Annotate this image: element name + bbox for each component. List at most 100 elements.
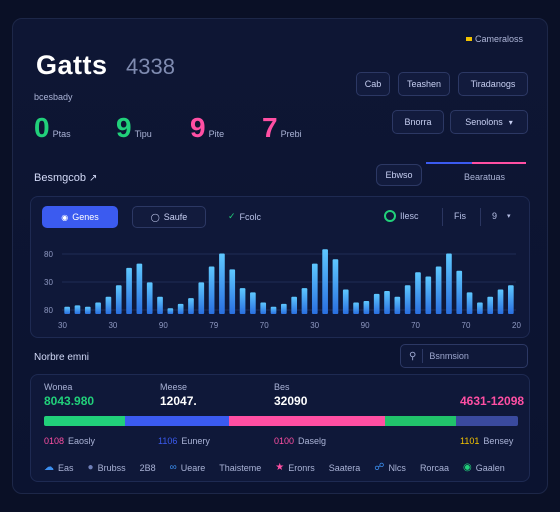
ebwso-pill[interactable]: Ebwso [376, 164, 422, 186]
loop-icon: ∞ [169, 462, 177, 473]
gauge-sub-4-text: Bensey [483, 436, 514, 446]
chart-bar[interactable] [250, 292, 256, 314]
chart-bar[interactable] [84, 306, 91, 314]
check-icon: ✓ [228, 211, 236, 221]
chart-bar[interactable] [157, 296, 163, 314]
chart-bar[interactable] [270, 306, 277, 314]
legend-fis[interactable]: Fis [454, 211, 466, 221]
chart-bar[interactable] [311, 263, 318, 314]
legend-fis-label: Fis [454, 211, 466, 221]
title-number: 4338 [126, 54, 175, 79]
x-tick-label: 30 [58, 321, 67, 330]
footer-item-1[interactable]: ☁ Eas [44, 462, 74, 473]
tab-saufe[interactable]: ◯ Saufe [132, 206, 206, 228]
chevron-down-icon: ▾ [508, 117, 513, 127]
chart-bar[interactable] [497, 289, 504, 314]
chart-bar[interactable] [415, 272, 421, 314]
chart-bar[interactable] [384, 290, 390, 314]
tiradanogs-button[interactable]: Tiradanogs [458, 72, 528, 96]
top-badge[interactable]: Cameraloss [466, 34, 523, 44]
stat-2: 9 Tipu [116, 112, 152, 144]
progress-segment [385, 416, 457, 426]
footer-item-6[interactable]: ★ Eronrs [275, 462, 314, 473]
chart-bar[interactable] [95, 302, 101, 314]
chart-bar[interactable] [115, 285, 122, 314]
gauge-sub-2-value: 1106 [158, 436, 178, 446]
chart-bar[interactable] [404, 285, 411, 314]
bnorra-button[interactable]: Bnorra [392, 110, 444, 134]
chart-bar[interactable] [105, 296, 112, 314]
chart-bar[interactable] [425, 276, 432, 314]
chart-bar[interactable] [126, 267, 132, 314]
user-icon: ● [87, 462, 94, 473]
tab-genes[interactable]: ◉ Genes [42, 206, 118, 228]
x-tick-label: 70 [260, 321, 269, 330]
footer-item-2[interactable]: ● Brubss [88, 462, 126, 473]
gauge-sub-3: 0100 Daselg [274, 436, 326, 446]
chart-bar[interactable] [342, 289, 349, 314]
chart-bar[interactable] [229, 269, 236, 314]
gauge-top-label-3: Bes [274, 382, 290, 392]
chart-bar[interactable] [322, 249, 328, 314]
chart-bar[interactable] [363, 301, 370, 314]
chart-bar[interactable] [332, 259, 339, 314]
footer-item-2-label: Brubss [97, 462, 126, 473]
chart-bar[interactable] [167, 308, 174, 314]
chart-bar[interactable] [188, 298, 194, 314]
footer-item-8[interactable]: ☍ Nlcs [374, 462, 406, 473]
divider-2 [480, 208, 481, 226]
gauge-value-4: 4631-12098 [460, 394, 525, 408]
chart-bar[interactable] [466, 292, 473, 314]
chart-bar[interactable] [373, 293, 380, 314]
gauge-sub-1-value: 0108 [44, 436, 65, 446]
footer-item-9-label: Rorcaa [419, 462, 449, 473]
divider [442, 208, 443, 226]
chart-bar[interactable] [219, 253, 225, 314]
footer-item-10-label: Gaalen [475, 462, 505, 473]
chart-bar[interactable] [456, 270, 463, 314]
legend-ilesc[interactable]: Ilesc [384, 210, 419, 222]
chart-bar[interactable] [177, 303, 184, 314]
stacked-progress-bar [44, 416, 518, 426]
y-tick-label: 30 [44, 278, 53, 287]
chart-bar[interactable] [477, 302, 483, 314]
legend-9[interactable]: 9 ▾ [492, 211, 511, 221]
chart-bar[interactable] [198, 282, 205, 314]
search-field[interactable]: ⚲ Bsnmsion [400, 344, 528, 368]
chart-bar[interactable] [301, 288, 308, 314]
chart-bar[interactable] [239, 288, 246, 314]
chart-bar[interactable] [260, 302, 267, 314]
tab-genes-label: Genes [72, 212, 99, 222]
chart-bar[interactable] [136, 263, 143, 314]
section1-right-label[interactable]: Bearatuas [464, 172, 506, 182]
senolons-dropdown[interactable]: Senolons ▾ [450, 110, 528, 134]
chart-bar[interactable] [508, 285, 514, 314]
chart-bar[interactable] [291, 296, 297, 314]
teashen-button[interactable]: Teashen [398, 72, 450, 96]
y-tick-label: 80 [44, 250, 53, 259]
gauge-value-2: 12047. [160, 394, 197, 408]
footer-item-3[interactable]: 2B8 [140, 463, 156, 473]
cab-button[interactable]: Cab [356, 72, 390, 96]
chart-bar[interactable] [435, 266, 442, 314]
chart-bar[interactable] [208, 266, 215, 314]
stat-4-label: Prebi [280, 129, 302, 139]
footer-item-10[interactable]: ◉ Gaalen [463, 462, 505, 473]
chart-bar[interactable] [281, 303, 287, 314]
stat-4-value: 7 [262, 112, 278, 143]
chart-bar[interactable] [353, 302, 359, 314]
legend-fcolc[interactable]: ✓ Fcolc [228, 211, 261, 222]
chart-bar[interactable] [446, 253, 452, 314]
chart-bar[interactable] [74, 305, 81, 314]
chart-bar[interactable] [64, 306, 70, 314]
footer-item-9[interactable]: Rorcaa [420, 463, 449, 473]
footer-item-7[interactable]: Saatera [329, 463, 361, 473]
chart-bar[interactable] [394, 296, 401, 314]
footer-item-4[interactable]: ∞ Ueare [170, 462, 206, 473]
chart-bar[interactable] [487, 296, 494, 314]
footer-item-5[interactable]: Thaisteme [219, 463, 261, 473]
gauge-sub-1-text: Eaosly [68, 436, 96, 446]
circle-icon: ◯ [150, 212, 160, 222]
chart-bar[interactable] [146, 282, 153, 314]
gauge-value-3: 32090 [274, 394, 308, 408]
